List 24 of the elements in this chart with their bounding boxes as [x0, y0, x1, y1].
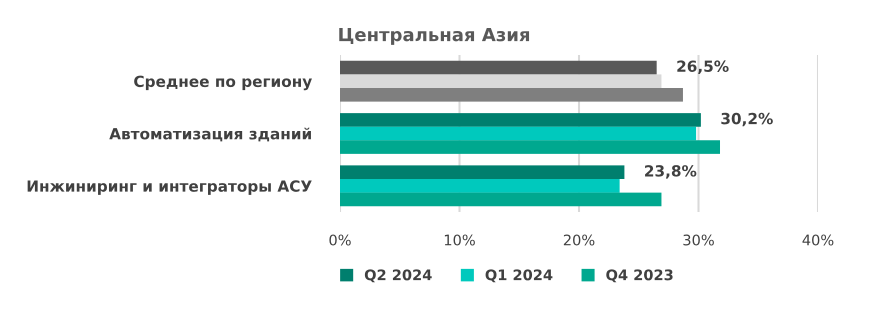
x-tick-label: 0% [329, 234, 351, 246]
data-label: 30,2% [721, 112, 773, 126]
legend-label: Q2 2024 [364, 269, 432, 282]
x-tick-label: 30% [683, 234, 714, 246]
x-tick-label: 10% [444, 234, 475, 246]
x-tick-label: 40% [802, 234, 834, 246]
bar [340, 88, 683, 102]
bar [340, 179, 620, 193]
data-label: 23,8% [645, 165, 696, 179]
bar [340, 60, 657, 74]
legend-label: Q1 2024 [486, 269, 552, 282]
x-tick-label: 20% [564, 234, 594, 246]
chart-title: Центральная Азия [339, 28, 530, 45]
bar [340, 140, 720, 154]
legend-label: Q4 2023 [606, 269, 673, 282]
bar [340, 126, 696, 140]
bar [340, 74, 662, 88]
y-tick-label: Среднее по региону [134, 76, 312, 90]
data-label: 26,5% [677, 60, 729, 74]
bar [340, 192, 662, 206]
y-tick-label: Автоматизация зданий [109, 128, 311, 142]
bar [340, 165, 624, 180]
bar [340, 113, 701, 127]
y-tick-label: Инжиниринг и интеграторы АСУ [28, 180, 312, 195]
